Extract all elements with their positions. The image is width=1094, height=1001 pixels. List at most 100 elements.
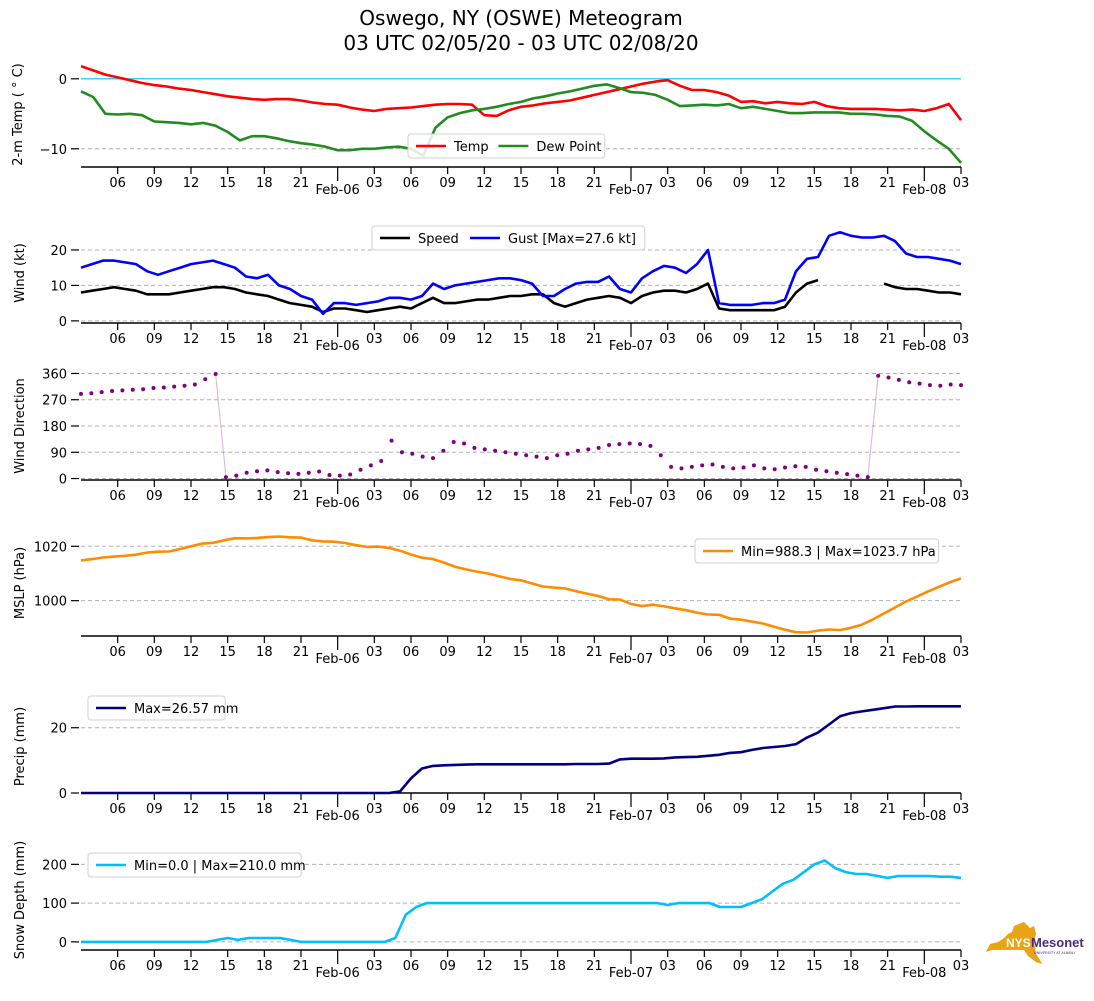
wind-direction-point <box>876 373 881 378</box>
wind-direction-point <box>731 466 736 471</box>
wind-direction-point <box>638 442 643 447</box>
wind-direction-point <box>783 465 787 470</box>
series-line-temp <box>80 64 963 121</box>
x-tick-label: 18 <box>843 176 860 191</box>
x-day-label: Feb-08 <box>902 966 946 981</box>
x-tick-label: 21 <box>586 802 603 817</box>
x-tick-label: 06 <box>403 802 420 817</box>
y-tick-label: 20 <box>50 722 67 737</box>
wind-direction-point <box>306 470 311 475</box>
series-line-max=26.57 <box>81 705 961 795</box>
wind-direction-point <box>79 391 83 396</box>
x-tick-label: 09 <box>733 176 750 191</box>
x-tick-label: 15 <box>806 802 823 817</box>
legend-label: Speed <box>418 232 459 247</box>
x-day-label: Feb-06 <box>316 809 360 824</box>
panel-mslp: 1000 1020 MSLP (hPa) 06 09 12 15 18 21 Feb-06 03 06… <box>13 535 969 667</box>
y-tick-label: 0 <box>59 936 67 951</box>
x-tick-label: 09 <box>146 332 163 347</box>
x-tick-label: 09 <box>733 489 750 504</box>
x-day-label: Feb-08 <box>902 809 946 824</box>
wind-direction-point <box>741 465 746 470</box>
x-day-label: Feb-07 <box>609 183 653 198</box>
x-tick-label: 21 <box>586 489 603 504</box>
x-tick-label: 15 <box>806 176 823 191</box>
x-tick-label: 18 <box>843 645 860 660</box>
x-tick-label: 18 <box>256 645 273 660</box>
wind-direction-point <box>275 470 280 475</box>
legend-frame <box>371 225 646 251</box>
wind-direction-point <box>410 451 415 456</box>
x-day-label: Feb-06 <box>316 966 360 981</box>
wind-direction-point <box>244 470 249 475</box>
x-day-label: Feb-07 <box>609 966 653 981</box>
x-tick-label: 03 <box>953 959 970 974</box>
wind-direction-point <box>265 468 270 473</box>
wind-direction-point <box>120 388 125 393</box>
x-tick-label: 03 <box>659 645 676 660</box>
y-tick-label: 0 <box>59 787 67 802</box>
x-tick-label: 09 <box>439 332 456 347</box>
series-line-min=988.3 <box>80 535 962 634</box>
x-tick-label: 03 <box>366 645 383 660</box>
x-day-label: Feb-07 <box>609 496 653 511</box>
wind-direction-point <box>814 467 819 472</box>
wind-direction-point <box>679 466 684 471</box>
x-tick-label: 18 <box>256 959 273 974</box>
x-tick-label: 03 <box>953 802 970 817</box>
wind-direction-point <box>203 377 208 382</box>
x-day-label: Feb-07 <box>609 809 653 824</box>
wind-direction-point <box>368 463 373 468</box>
x-tick-label: 18 <box>843 332 860 347</box>
wind-direction-point <box>482 447 487 452</box>
x-tick-label: 09 <box>439 645 456 660</box>
x-tick-label: 12 <box>769 176 786 191</box>
x-tick-label: 09 <box>146 489 163 504</box>
logo-sub-text: UNIVERSITY AT ALBANY <box>1034 951 1076 955</box>
wind-direction-point <box>513 451 518 456</box>
x-tick-label: 09 <box>146 645 163 660</box>
y-tick-label: 180 <box>42 420 67 435</box>
x-tick-label: 09 <box>146 176 163 191</box>
wind-direction-point <box>172 384 177 389</box>
wind-direction-point <box>524 453 529 458</box>
legend-label: Max=26.57 mm <box>134 702 238 717</box>
x-tick-label: 12 <box>183 802 200 817</box>
wind-direction-wrap-line <box>867 375 879 478</box>
wind-direction-point <box>130 387 135 392</box>
wind-direction-point <box>669 464 674 469</box>
x-tick-label: 06 <box>403 332 420 347</box>
x-tick-label: 12 <box>769 489 786 504</box>
x-tick-label: 12 <box>476 489 493 504</box>
wind-direction-point <box>182 383 187 388</box>
wind-direction-point <box>762 466 767 471</box>
wind-direction-point <box>462 441 467 446</box>
wind-direction-point <box>855 473 860 478</box>
series-line-gust <box>80 230 962 316</box>
logo-nys-text: NYS <box>1006 936 1031 950</box>
wind-direction-point <box>793 464 798 469</box>
legend-label: Dew Point <box>536 140 601 155</box>
x-tick-label: 03 <box>366 489 383 504</box>
y-tick-label: 360 <box>42 367 67 382</box>
wind-direction-point <box>234 473 239 478</box>
x-tick-label: 09 <box>146 802 163 817</box>
wind-direction-point <box>607 442 611 447</box>
x-day-label: Feb-08 <box>902 183 946 198</box>
x-tick-label: 03 <box>366 176 383 191</box>
x-tick-label: 15 <box>219 802 236 817</box>
wind-direction-point <box>213 372 218 377</box>
series-line-speed <box>80 278 962 314</box>
x-tick-label: 06 <box>109 959 126 974</box>
x-tick-label: 18 <box>549 802 566 817</box>
y-axis-label: MSLP (hPa) <box>13 547 28 619</box>
wind-direction-point <box>803 464 808 469</box>
x-tick-label: 15 <box>513 489 530 504</box>
wind-direction-point <box>296 471 301 476</box>
x-tick-label: 09 <box>439 802 456 817</box>
x-tick-label: 21 <box>879 645 896 660</box>
wind-direction-point <box>472 445 477 450</box>
series-line-min=0.0 <box>81 859 962 944</box>
legend-frame <box>87 695 226 721</box>
x-tick-label: 15 <box>513 176 530 191</box>
